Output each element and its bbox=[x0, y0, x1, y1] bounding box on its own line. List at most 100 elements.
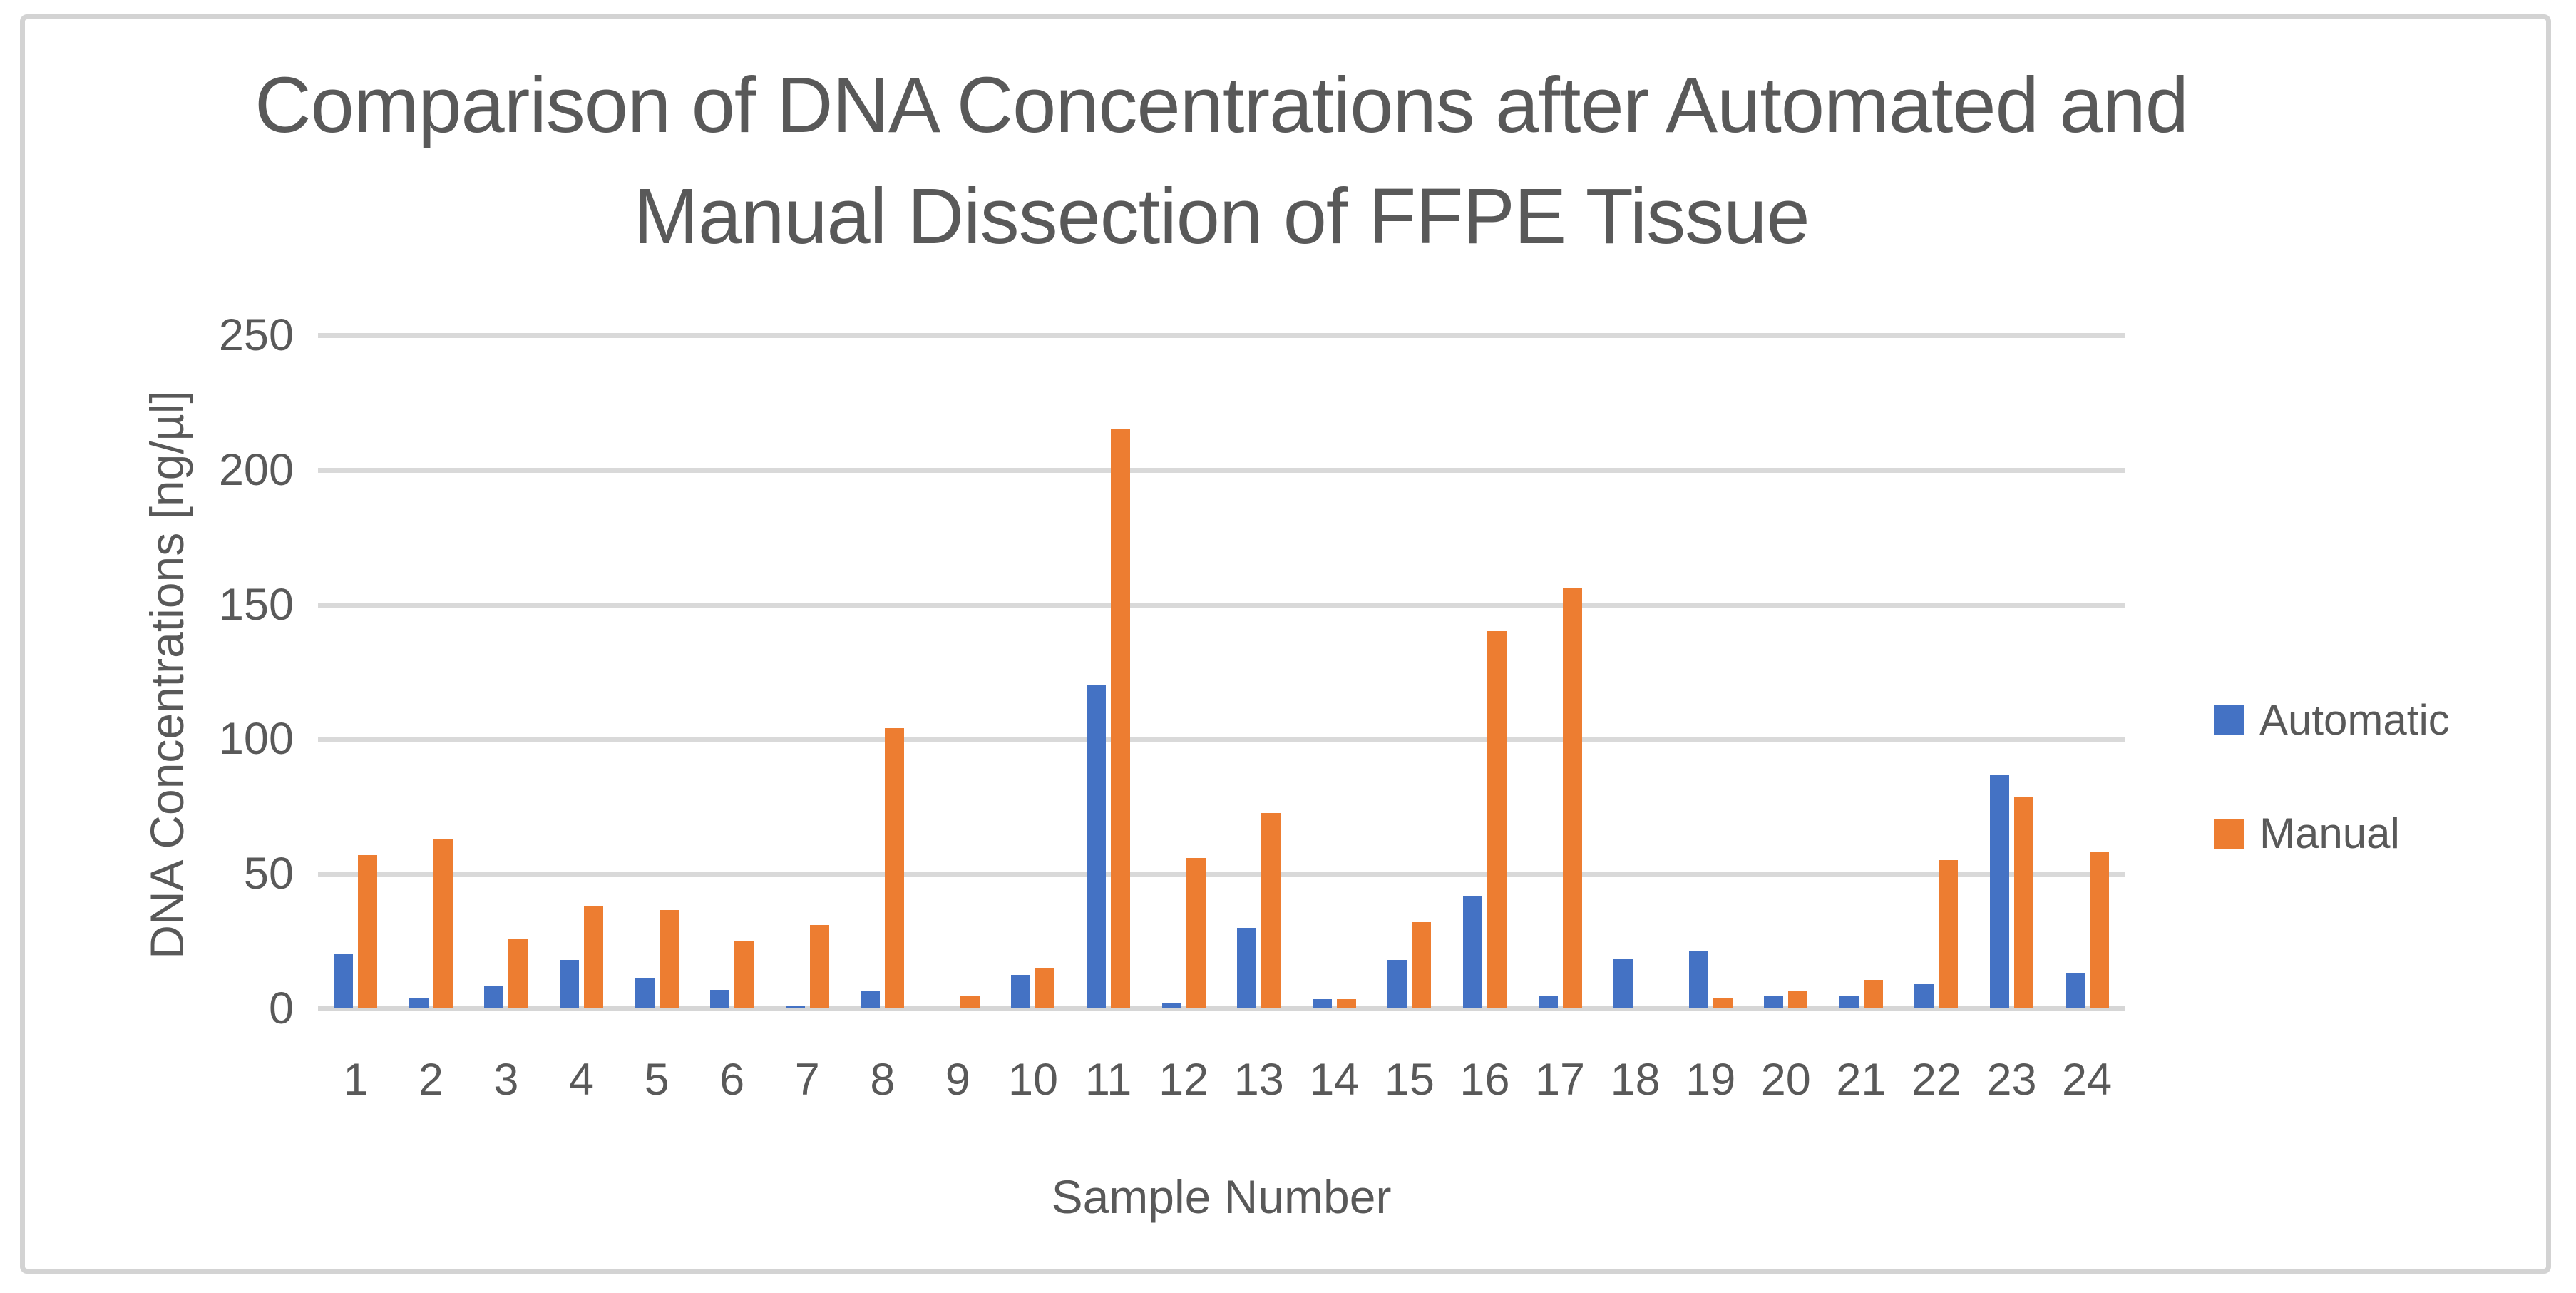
x-tick-label-7: 7 bbox=[794, 1055, 820, 1105]
bar-group-8 bbox=[845, 335, 920, 1008]
bar-manual-sample-6 bbox=[734, 941, 754, 1008]
bar-automatic-sample-23 bbox=[1990, 774, 2009, 1008]
bar-group-3 bbox=[468, 335, 544, 1008]
manual-series-swatch bbox=[2214, 818, 2244, 849]
bar-manual-sample-23 bbox=[2014, 797, 2033, 1008]
bar-manual-sample-13 bbox=[1261, 813, 1281, 1008]
bar-automatic-sample-3 bbox=[484, 985, 504, 1008]
x-tick-label-20: 20 bbox=[1760, 1055, 1811, 1105]
bar-group-7 bbox=[769, 335, 845, 1008]
bar-group-1 bbox=[318, 335, 394, 1008]
x-tick-label-13: 13 bbox=[1233, 1055, 1284, 1105]
bar-automatic-sample-18 bbox=[1613, 959, 1633, 1008]
bar-manual-sample-8 bbox=[885, 728, 905, 1008]
x-tick-label-16: 16 bbox=[1459, 1055, 1510, 1105]
bar-automatic-sample-11 bbox=[1087, 685, 1107, 1008]
x-axis-title: Sample Number bbox=[1051, 1170, 1392, 1223]
bar-automatic-sample-17 bbox=[1538, 996, 1558, 1008]
bar-automatic-sample-16 bbox=[1462, 896, 1482, 1008]
bar-group-16 bbox=[1447, 335, 1523, 1008]
bar-group-23 bbox=[1974, 335, 2050, 1008]
bar-automatic-sample-4 bbox=[560, 960, 580, 1008]
x-tick-label-11: 11 bbox=[1084, 1055, 1132, 1105]
x-tick-label-23: 23 bbox=[1986, 1055, 2037, 1105]
gridline-100 bbox=[318, 737, 2125, 742]
x-tick-label-1: 1 bbox=[343, 1055, 369, 1105]
x-tick-label-14: 14 bbox=[1309, 1055, 1360, 1105]
y-tick-label-150: 150 bbox=[218, 579, 294, 630]
bar-group-13 bbox=[1221, 335, 1297, 1008]
bar-manual-sample-12 bbox=[1186, 857, 1206, 1008]
y-tick-label-250: 250 bbox=[218, 310, 294, 360]
x-tick-label-6: 6 bbox=[719, 1055, 745, 1105]
bar-manual-sample-4 bbox=[584, 906, 604, 1008]
legend-item-automatic: Automatic bbox=[2214, 695, 2450, 745]
bar-manual-sample-5 bbox=[659, 910, 679, 1008]
bar-group-14 bbox=[1297, 335, 1372, 1008]
bar-automatic-sample-7 bbox=[785, 1006, 805, 1008]
bar-manual-sample-7 bbox=[809, 924, 829, 1008]
legend-item-manual: Manual bbox=[2214, 809, 2450, 858]
bar-group-19 bbox=[1673, 335, 1748, 1008]
y-tick-label-200: 200 bbox=[218, 444, 294, 495]
bar-automatic-sample-1 bbox=[334, 954, 354, 1008]
x-tick-label-22: 22 bbox=[1911, 1055, 1961, 1105]
bar-group-12 bbox=[1146, 335, 1221, 1008]
bar-automatic-sample-5 bbox=[635, 977, 655, 1008]
bar-manual-sample-22 bbox=[1939, 860, 1959, 1008]
bar-manual-sample-9 bbox=[960, 996, 980, 1008]
bar-automatic-sample-22 bbox=[1914, 984, 1934, 1008]
plot-area bbox=[318, 333, 2125, 1011]
bar-automatic-sample-19 bbox=[1688, 950, 1708, 1008]
bar-group-21 bbox=[1824, 335, 1899, 1008]
x-tick-label-18: 18 bbox=[1610, 1055, 1661, 1105]
bar-group-11 bbox=[1071, 335, 1146, 1008]
y-tick-labels: 250 200 150 100 50 0 bbox=[128, 312, 294, 1031]
bar-group-4 bbox=[544, 335, 620, 1008]
bar-manual-sample-21 bbox=[1863, 980, 1883, 1008]
bar-automatic-sample-13 bbox=[1237, 927, 1257, 1008]
bar-group-15 bbox=[1372, 335, 1447, 1008]
bar-manual-sample-10 bbox=[1035, 968, 1055, 1008]
x-tick-label-9: 9 bbox=[945, 1055, 970, 1105]
x-tick-label-17: 17 bbox=[1535, 1055, 1586, 1105]
x-tick-label-8: 8 bbox=[870, 1055, 896, 1105]
gridline-200 bbox=[318, 467, 2125, 473]
bar-manual-sample-14 bbox=[1336, 998, 1356, 1008]
bar-group-5 bbox=[619, 335, 694, 1008]
bar-group-17 bbox=[1522, 335, 1598, 1008]
bar-manual-sample-15 bbox=[1412, 922, 1432, 1008]
x-tick-label-24: 24 bbox=[2062, 1055, 2113, 1105]
x-tick-label-21: 21 bbox=[1836, 1055, 1887, 1105]
bar-group-22 bbox=[1899, 335, 1974, 1008]
bar-group-9 bbox=[920, 335, 996, 1008]
bar-automatic-sample-24 bbox=[2065, 973, 2085, 1008]
automatic-series-swatch bbox=[2214, 705, 2244, 735]
x-tick-label-12: 12 bbox=[1159, 1055, 1209, 1105]
bar-automatic-sample-10 bbox=[1011, 974, 1031, 1008]
gridline-150 bbox=[318, 602, 2125, 608]
x-tick-label-15: 15 bbox=[1384, 1055, 1435, 1105]
bar-group-6 bbox=[694, 335, 770, 1008]
bar-manual-sample-11 bbox=[1111, 429, 1131, 1008]
x-tick-label-4: 4 bbox=[569, 1055, 595, 1105]
bar-manual-sample-16 bbox=[1487, 631, 1507, 1008]
bar-automatic-sample-14 bbox=[1312, 998, 1332, 1008]
x-tick-label-5: 5 bbox=[644, 1055, 669, 1105]
gridline-50 bbox=[318, 872, 2125, 877]
y-tick-label-50: 50 bbox=[243, 849, 294, 899]
bar-automatic-sample-21 bbox=[1839, 996, 1859, 1008]
bar-automatic-sample-2 bbox=[409, 997, 429, 1008]
gridline-250 bbox=[318, 333, 2125, 338]
bar-group-24 bbox=[2049, 335, 2125, 1008]
bar-automatic-sample-12 bbox=[1161, 1003, 1181, 1008]
bar-group-18 bbox=[1598, 335, 1673, 1008]
bar-group-2 bbox=[394, 335, 469, 1008]
legend-label-automatic: Automatic bbox=[2259, 696, 2450, 744]
bar-manual-sample-19 bbox=[1713, 997, 1733, 1008]
x-tick-label-19: 19 bbox=[1685, 1055, 1736, 1105]
bar-automatic-sample-15 bbox=[1387, 960, 1407, 1008]
legend: Automatic Manual bbox=[2214, 695, 2450, 858]
x-tick-label-2: 2 bbox=[418, 1055, 443, 1105]
x-tick-labels: 1 2 3 4 5 6 7 8 9 10 11 12 13 14 15 16 17 18 19 20 21 22 23 24 bbox=[318, 1054, 2125, 1105]
